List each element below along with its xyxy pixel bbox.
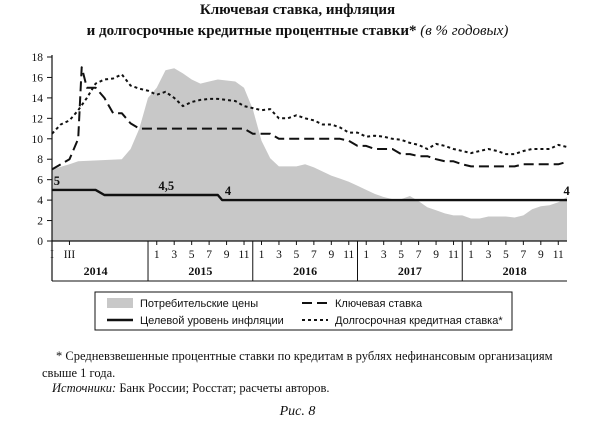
footnote: * Средневзвешенные процентные ставки по … (42, 349, 553, 380)
sources-text: Банк России; Росстат; расчеты авторов. (119, 381, 330, 395)
chart-title-line1: Ключевая ставка, инфляция (199, 2, 396, 18)
legend-label: Потребительские цены (140, 298, 258, 310)
x-tick-label: 9 (433, 249, 439, 261)
x-tick-label: 1 (468, 249, 474, 261)
legend-box (94, 291, 513, 331)
x-tick-label: 11 (343, 249, 354, 261)
annotation-labels: 5 4,5 4 4 (54, 174, 571, 198)
y-tick-label: 16 (32, 72, 44, 84)
chart-title-unit: (в % годовых) (420, 23, 509, 39)
data-label: 5 (54, 174, 60, 188)
legend-label: Целевой уровень инфляции (140, 315, 284, 327)
x-tick-label: 3 (171, 249, 177, 261)
series-line-dashed (51, 66, 568, 171)
y-tick-label: 18 (32, 52, 44, 64)
x-tick-label: 5 (294, 249, 300, 261)
data-label: 4 (225, 184, 232, 198)
x-tick-label: 9 (538, 249, 544, 261)
x-tick-label: 9 (224, 249, 230, 261)
x-tick-label: 7 (416, 249, 422, 261)
x-tick-label: 1 (363, 249, 369, 261)
x-tick-label: 5 (189, 249, 195, 261)
x-tick-label: 5 (398, 249, 404, 261)
legend-label: Ключевая ставка (335, 298, 423, 310)
data-label: 4 (564, 184, 571, 198)
y-tick-label: 8 (37, 154, 43, 166)
year-label: 2016 (293, 264, 317, 278)
year-label: 2017 (398, 264, 422, 278)
sources: Источники: Банк России; Росстат; расчеты… (52, 380, 330, 397)
x-tick-label: 11 (448, 249, 459, 261)
series-area-layer (52, 68, 567, 241)
x-tick-label: 5 (503, 249, 509, 261)
y-tick-label: 4 (37, 195, 43, 207)
series-line-solid (52, 188, 567, 202)
series-lines-layer (51, 66, 568, 202)
data-label: 4,5 (158, 179, 174, 193)
legend-swatch-area (107, 298, 133, 308)
year-label: 2014 (84, 264, 108, 278)
x-tick-label: 3 (486, 249, 492, 261)
series-area-consumer-prices (52, 68, 567, 241)
y-tick-label: 0 (37, 236, 43, 248)
chart-title-line2-main: и долгосрочные кредитные процентные став… (86, 23, 417, 39)
x-tick-label: 7 (311, 249, 317, 261)
x-tick-label: 7 (520, 249, 526, 261)
x-tick-label: 1 (259, 249, 265, 261)
x-tick-label: 3 (276, 249, 282, 261)
x-tick-label: 7 (206, 249, 212, 261)
x-tick-label: 11 (553, 249, 564, 261)
y-tick-label: 10 (32, 134, 44, 146)
sources-label: Источники: (52, 381, 117, 395)
x-tick-label: 9 (328, 249, 334, 261)
x-tick-label: III (64, 249, 76, 261)
x-tick-label: 1 (154, 249, 160, 261)
year-label: 2015 (188, 264, 212, 278)
y-tick-label: 6 (37, 175, 43, 187)
x-tick-label: 11 (238, 249, 249, 261)
series-line-dotted (51, 73, 568, 156)
year-label: 2018 (503, 264, 527, 278)
legend-label: Долгосрочная кредитная ставка* (335, 315, 503, 327)
x-tick-label: I (50, 249, 54, 261)
figure-caption: Рис. 8 (279, 404, 316, 419)
y-tick-label: 14 (32, 93, 44, 105)
chart-title-line2: и долгосрочные кредитные процентные став… (0, 21, 595, 42)
legend: Потребительские цены Ключевая ставка Целев… (94, 291, 513, 331)
chart-title: Ключевая ставка, инфляция и долгосрочные… (0, 0, 595, 42)
x-tick-label: 3 (381, 249, 387, 261)
y-tick-label: 12 (32, 113, 44, 125)
y-tick-label: 2 (37, 216, 43, 228)
